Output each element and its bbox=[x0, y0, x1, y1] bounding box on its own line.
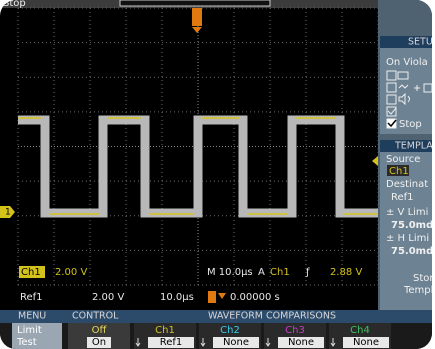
readout-ref-volts: 2.00 V bbox=[92, 292, 124, 303]
waveform-envelope bbox=[18, 115, 378, 218]
readout-trigger-level: 2.88 V bbox=[330, 267, 362, 278]
trigger-position-icon bbox=[208, 291, 226, 303]
trigger-position-marker bbox=[192, 8, 202, 26]
readout-ref: Ref1 bbox=[20, 292, 43, 303]
readout-channel: Ch1 bbox=[21, 267, 41, 278]
comparison-channel: Ch4 bbox=[350, 325, 370, 336]
dropdown-arrow bbox=[200, 338, 206, 347]
readout-volts: 2.00 V bbox=[55, 267, 87, 278]
comparison-channel: Ch2 bbox=[220, 325, 240, 336]
dropdown-arrow bbox=[135, 338, 141, 347]
channel-ground-marker bbox=[0, 206, 15, 218]
stop-checkmark bbox=[387, 119, 397, 128]
template-header bbox=[380, 140, 432, 152]
violation-action-icons bbox=[386, 70, 432, 129]
comparison-channel: Ch3 bbox=[285, 325, 305, 336]
acquisition-status: Stop bbox=[3, 0, 26, 9]
comparison-ref: None bbox=[288, 337, 314, 348]
waveform-trace bbox=[18, 117, 378, 215]
h-limit-value[interactable]: 75.0md bbox=[391, 246, 433, 257]
v-limit-value[interactable]: 75.0md bbox=[391, 220, 433, 231]
menu-button[interactable] bbox=[12, 323, 62, 349]
destination-label: Destinat bbox=[386, 179, 428, 190]
channel-badge bbox=[19, 266, 45, 278]
menu-label-line2: Test bbox=[16, 337, 37, 348]
store-template-line1[interactable]: Store bbox=[413, 273, 435, 284]
comparison-ref: None bbox=[223, 337, 249, 348]
readout-trigger-slope: ƒ bbox=[305, 267, 310, 278]
control-on: On bbox=[92, 337, 106, 348]
stop-option[interactable]: Stop bbox=[399, 119, 422, 130]
comparison-ref-box bbox=[343, 337, 389, 348]
comparison-ref-box bbox=[213, 337, 259, 348]
template-title: TEMPLA bbox=[394, 141, 433, 152]
comparison-ref: Ref1 bbox=[160, 337, 183, 348]
menu-label-line1: Limit bbox=[17, 325, 42, 336]
setup-header bbox=[380, 36, 432, 48]
v-limit-label: ± V Limi bbox=[386, 207, 428, 218]
source-box bbox=[387, 165, 409, 176]
store-template-line2[interactable]: Templ bbox=[403, 285, 433, 296]
source-value[interactable]: Ch1 bbox=[389, 166, 409, 177]
setup-title: SETU bbox=[408, 37, 433, 48]
control-on-box bbox=[87, 337, 111, 348]
readout-trigger-mode: A bbox=[258, 267, 265, 278]
control-off: Off bbox=[92, 325, 108, 336]
trigger-position-arrow bbox=[192, 27, 202, 33]
record-view-bar bbox=[119, 0, 271, 7]
on-violation-label: On Viola bbox=[386, 57, 428, 68]
destination-value[interactable]: Ref1 bbox=[391, 192, 414, 203]
comparison-ref-box bbox=[278, 337, 324, 348]
source-label: Source bbox=[386, 154, 420, 165]
comparison-ref: None bbox=[353, 337, 379, 348]
channel-marker-label: 1 bbox=[5, 208, 11, 218]
readout-trigger-position: 0.00000 s bbox=[230, 292, 280, 303]
readout-timebase: M 10.0µs bbox=[207, 267, 253, 278]
dropdown-arrow bbox=[265, 338, 271, 347]
control-header: CONTROL bbox=[72, 311, 119, 322]
setup-panel bbox=[380, 36, 432, 134]
readout-trigger-source: Ch1 bbox=[270, 267, 290, 278]
dropdown-arrow bbox=[330, 338, 336, 347]
comparison-channel: Ch1 bbox=[155, 325, 175, 336]
menu-header: MENU bbox=[18, 311, 46, 322]
comparison-ref-box bbox=[148, 337, 194, 348]
h-limit-label: ± H Limi bbox=[386, 233, 429, 244]
menu-header-row bbox=[0, 310, 432, 323]
readout-ref-time: 10.0µs bbox=[160, 292, 194, 303]
trigger-level-marker bbox=[372, 156, 378, 166]
comparisons-header: WAVEFORM COMPARISONS bbox=[208, 311, 336, 322]
